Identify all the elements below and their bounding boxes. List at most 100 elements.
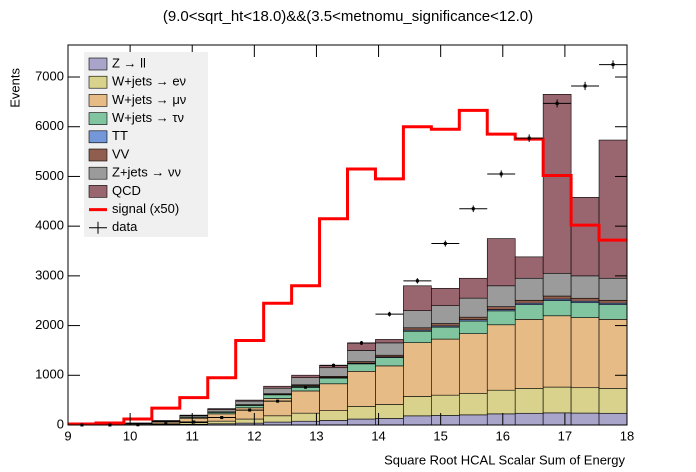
stack-segment [486, 389, 516, 415]
stack-segment [542, 94, 572, 274]
legend-label: signal (x50) [112, 201, 179, 216]
y-tick-label: 4000 [35, 218, 64, 233]
stack-segment [598, 412, 628, 426]
legend-label: data [112, 219, 138, 234]
stack-segment [319, 383, 348, 411]
stack-segment [431, 305, 460, 324]
stack-segment [486, 324, 516, 391]
stack-segment [458, 320, 488, 334]
legend: Z → ll W+jets → eν W+jets → μν W+jets → τν T… [84, 52, 208, 237]
stack-segment [570, 317, 600, 389]
stack-segment [542, 272, 572, 297]
chart-title: (9.0<sqrt_ht<18.0)&&(3.5<metnomu_signifi… [163, 8, 533, 25]
stack-segment [375, 365, 404, 405]
legend-swatch [88, 185, 108, 198]
data-point [319, 363, 348, 368]
stack-segment [291, 374, 320, 378]
legend-label: VV [112, 146, 130, 161]
data-point [179, 420, 208, 424]
legend-swatch [88, 112, 108, 125]
data-marker [164, 422, 168, 426]
stack-segment [598, 388, 628, 414]
stack-segment [347, 406, 376, 420]
stack-segment [570, 275, 600, 299]
stack-segment [263, 385, 292, 389]
stack-segment [542, 412, 572, 426]
data-marker [527, 136, 531, 140]
y-tick-label: 5000 [35, 168, 64, 183]
legend-swatch [88, 166, 108, 180]
data-marker [332, 363, 336, 367]
stack-segment [375, 342, 404, 356]
data-marker [611, 63, 615, 67]
stack-segment [235, 400, 264, 405]
stack-segment [291, 390, 320, 414]
legend-label: W+jets → τν [112, 110, 184, 125]
stack-segment [514, 319, 544, 389]
stack-segment [431, 287, 460, 306]
plot-area: 0 1000 2000 3000 4000 5000 6000 7000 9 10 11 12 13 14… [35, 44, 634, 443]
data-marker [583, 84, 587, 88]
stack-segment [570, 197, 600, 277]
stack-segment [570, 412, 600, 426]
stack-segment [375, 418, 404, 426]
stack-segment [514, 256, 544, 279]
data-point [207, 416, 236, 420]
data-point [151, 422, 180, 426]
stack-segment [598, 319, 628, 389]
stack-segment [486, 413, 516, 426]
stack-segment [542, 386, 572, 414]
stack-segment [207, 420, 237, 425]
stack-segment [514, 299, 544, 304]
legend-swatch [88, 148, 108, 162]
stack-segment [458, 392, 488, 416]
x-tick-label: 9 [64, 428, 71, 443]
data-point [571, 81, 600, 91]
stack-segment [598, 304, 628, 320]
y-tick-label: 2000 [35, 317, 64, 332]
x-tick-label: 12 [247, 428, 261, 443]
legend-label: Z → ll [112, 55, 146, 70]
stack-segment [403, 327, 432, 331]
stack-segment [375, 404, 404, 419]
stack-segment [598, 277, 628, 301]
y-tick-label: 3000 [35, 267, 64, 282]
data-point [459, 205, 488, 213]
stack-segment [347, 350, 376, 362]
stack-segment [514, 388, 544, 414]
stack-segment [319, 377, 348, 385]
legend-label: W+jets → μν [112, 92, 186, 107]
stack-segment [319, 367, 348, 377]
data-point [291, 385, 320, 389]
data-point [375, 311, 404, 317]
stack-segment [431, 338, 460, 396]
stack-segment [403, 415, 432, 426]
stack-segment [570, 302, 600, 318]
stack-segment [263, 387, 292, 395]
y-tick-label: 7000 [35, 68, 64, 83]
stack-segment [347, 371, 376, 407]
stack-segment [431, 323, 460, 327]
stack-segment [375, 357, 404, 367]
y-tick-label: 1000 [35, 367, 64, 382]
y-tick-label: 0 [57, 416, 64, 431]
stack-segment [514, 304, 544, 320]
stack-segment [319, 420, 348, 426]
data-point [263, 399, 292, 403]
stack-segment [235, 399, 264, 402]
stack-segment [263, 415, 292, 423]
legend-label: TT [112, 128, 128, 143]
x-tick-label: 10 [123, 428, 137, 443]
stack-segment [486, 310, 516, 326]
plot-frame [67, 44, 628, 426]
legend-swatch [88, 94, 108, 107]
stack-segment [514, 412, 544, 426]
stack-segment [319, 410, 348, 421]
x-axis-title: Square Root HCAL Scalar Sum of Energy [384, 452, 625, 467]
stack-segment [403, 285, 432, 311]
data-point [543, 99, 572, 108]
stack-segment [347, 418, 376, 426]
stack-segment [207, 409, 237, 413]
data-point [403, 278, 432, 284]
data-marker [220, 416, 224, 420]
